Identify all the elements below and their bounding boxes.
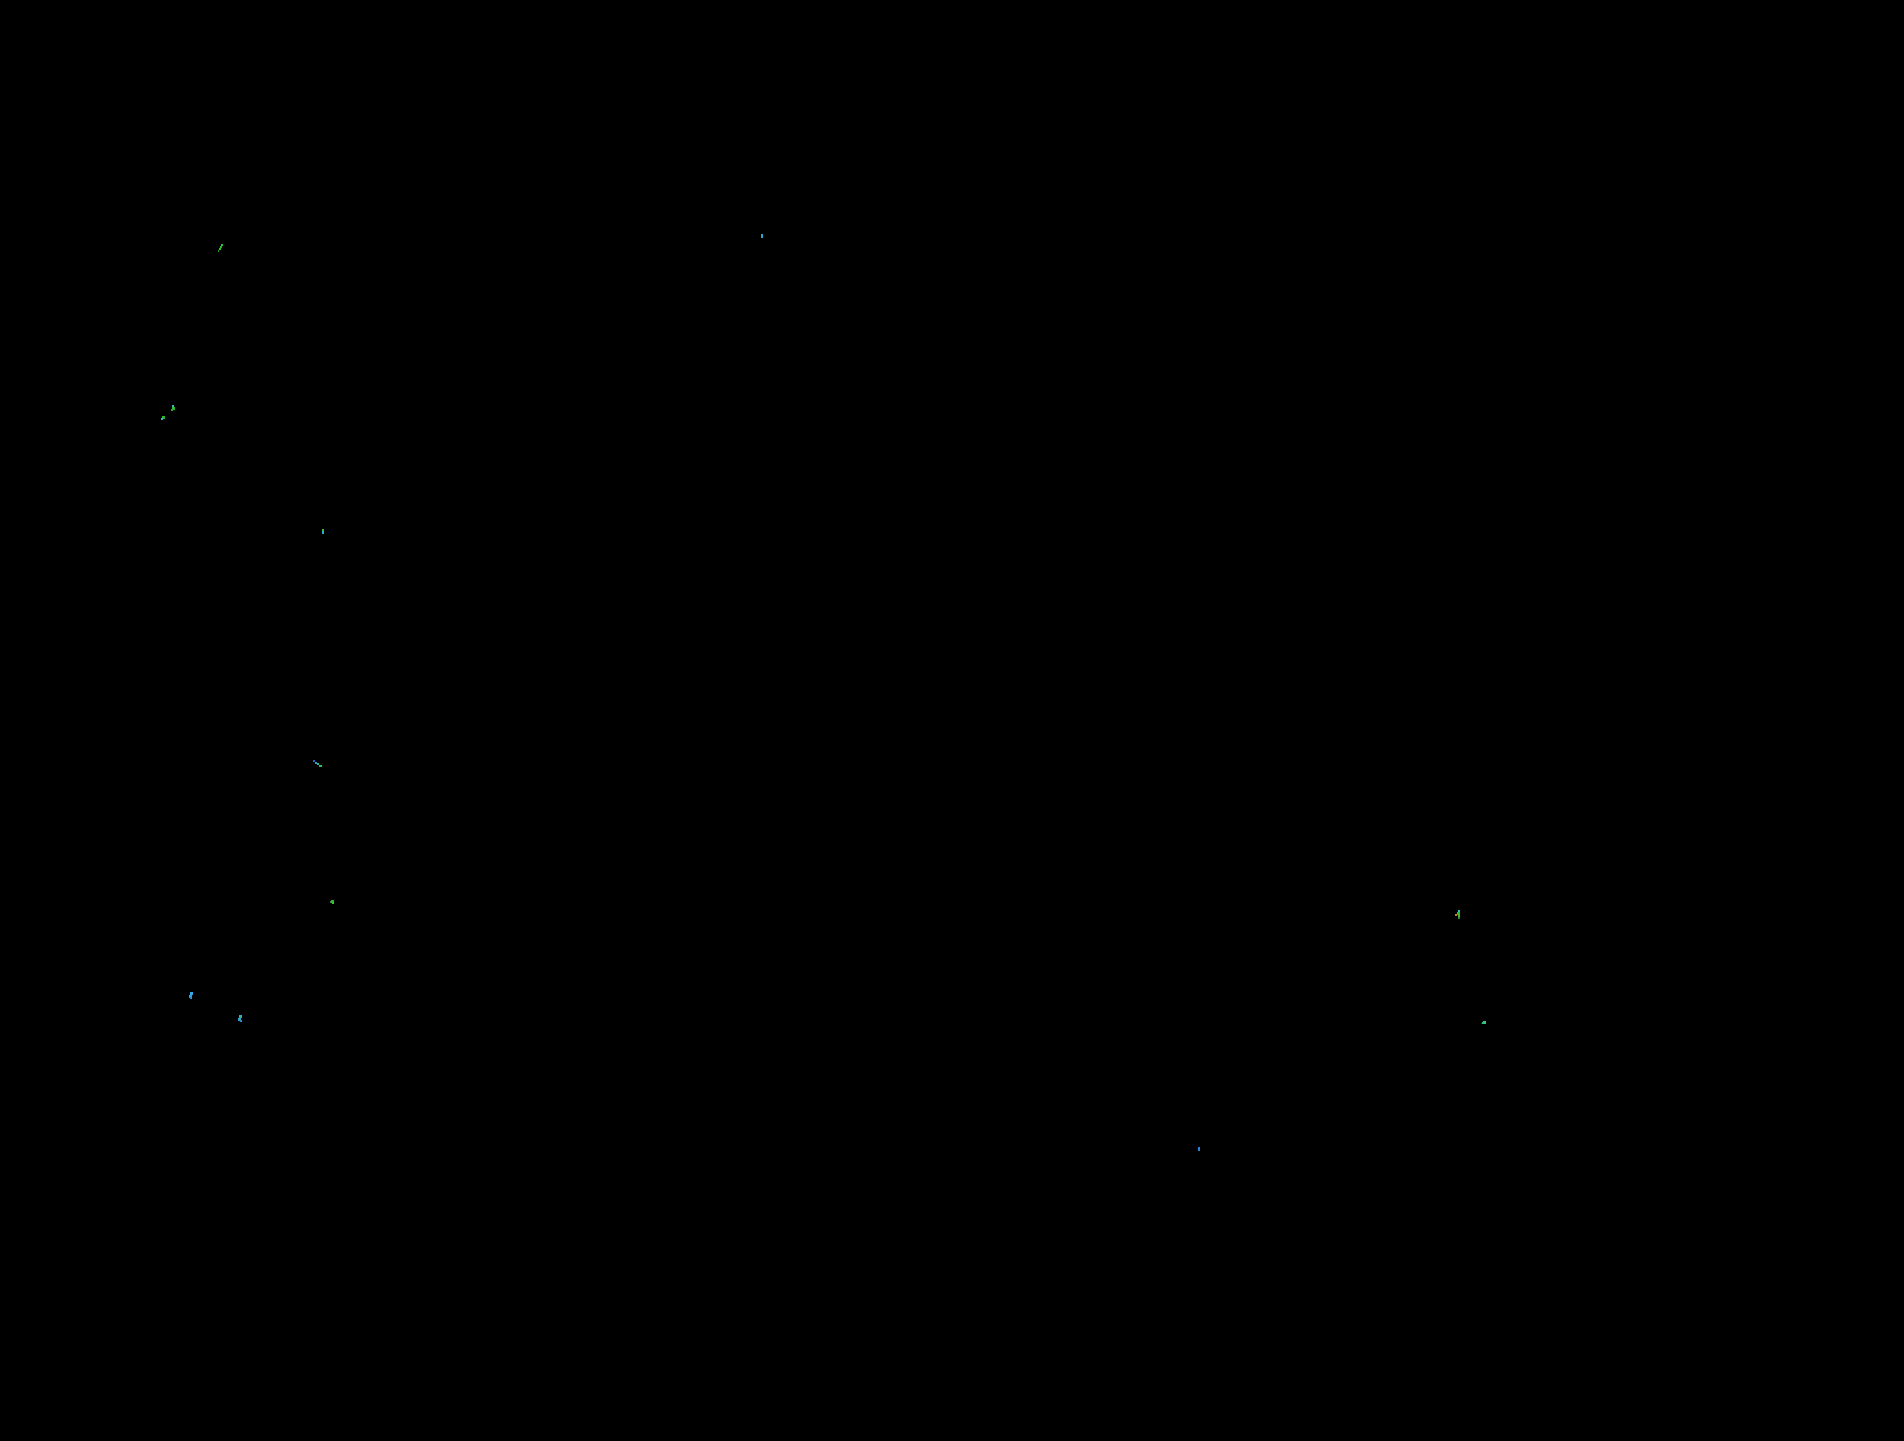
- speck-pixel: [1481, 1023, 1482, 1024]
- speck-pixel: [332, 902, 334, 904]
- speck-pixel: [1455, 914, 1457, 916]
- speck-pixel: [315, 762, 317, 764]
- speck-pixel: [1198, 1147, 1200, 1151]
- speck-pixel: [172, 405, 174, 407]
- speck-pixel: [319, 765, 322, 767]
- speck-pixel: [1458, 917, 1460, 919]
- speck-pixel: [240, 1020, 242, 1022]
- speck-pixel: [761, 234, 763, 238]
- speck-pixel: [162, 416, 165, 419]
- speck-pixel: [220, 246, 222, 248]
- speck-pixel: [239, 1015, 242, 1018]
- speck-pixel: [172, 407, 175, 410]
- speck-pixel: [1457, 912, 1460, 915]
- speck-pixel: [322, 531, 324, 534]
- speck-pixel: [171, 409, 173, 411]
- speck-pixel: [1482, 1022, 1484, 1024]
- speck-pixel: [331, 900, 334, 903]
- speck-pixel: [190, 997, 192, 999]
- speck-pixel: [190, 992, 193, 995]
- speck-pixel: [238, 1018, 241, 1021]
- speck-pixel: [313, 760, 315, 762]
- speck-pixel: [317, 763, 319, 765]
- speck-pixel: [218, 250, 219, 252]
- speck-pixel: [161, 418, 163, 420]
- speck-pixel: [1458, 915, 1460, 917]
- speck-pixel: [221, 244, 223, 246]
- speck-pixel: [219, 248, 221, 250]
- speck-pixel: [1458, 910, 1460, 912]
- speck-pixel: [1483, 1021, 1486, 1024]
- speck-pixel: [189, 995, 192, 998]
- speck-pixel: [322, 529, 324, 531]
